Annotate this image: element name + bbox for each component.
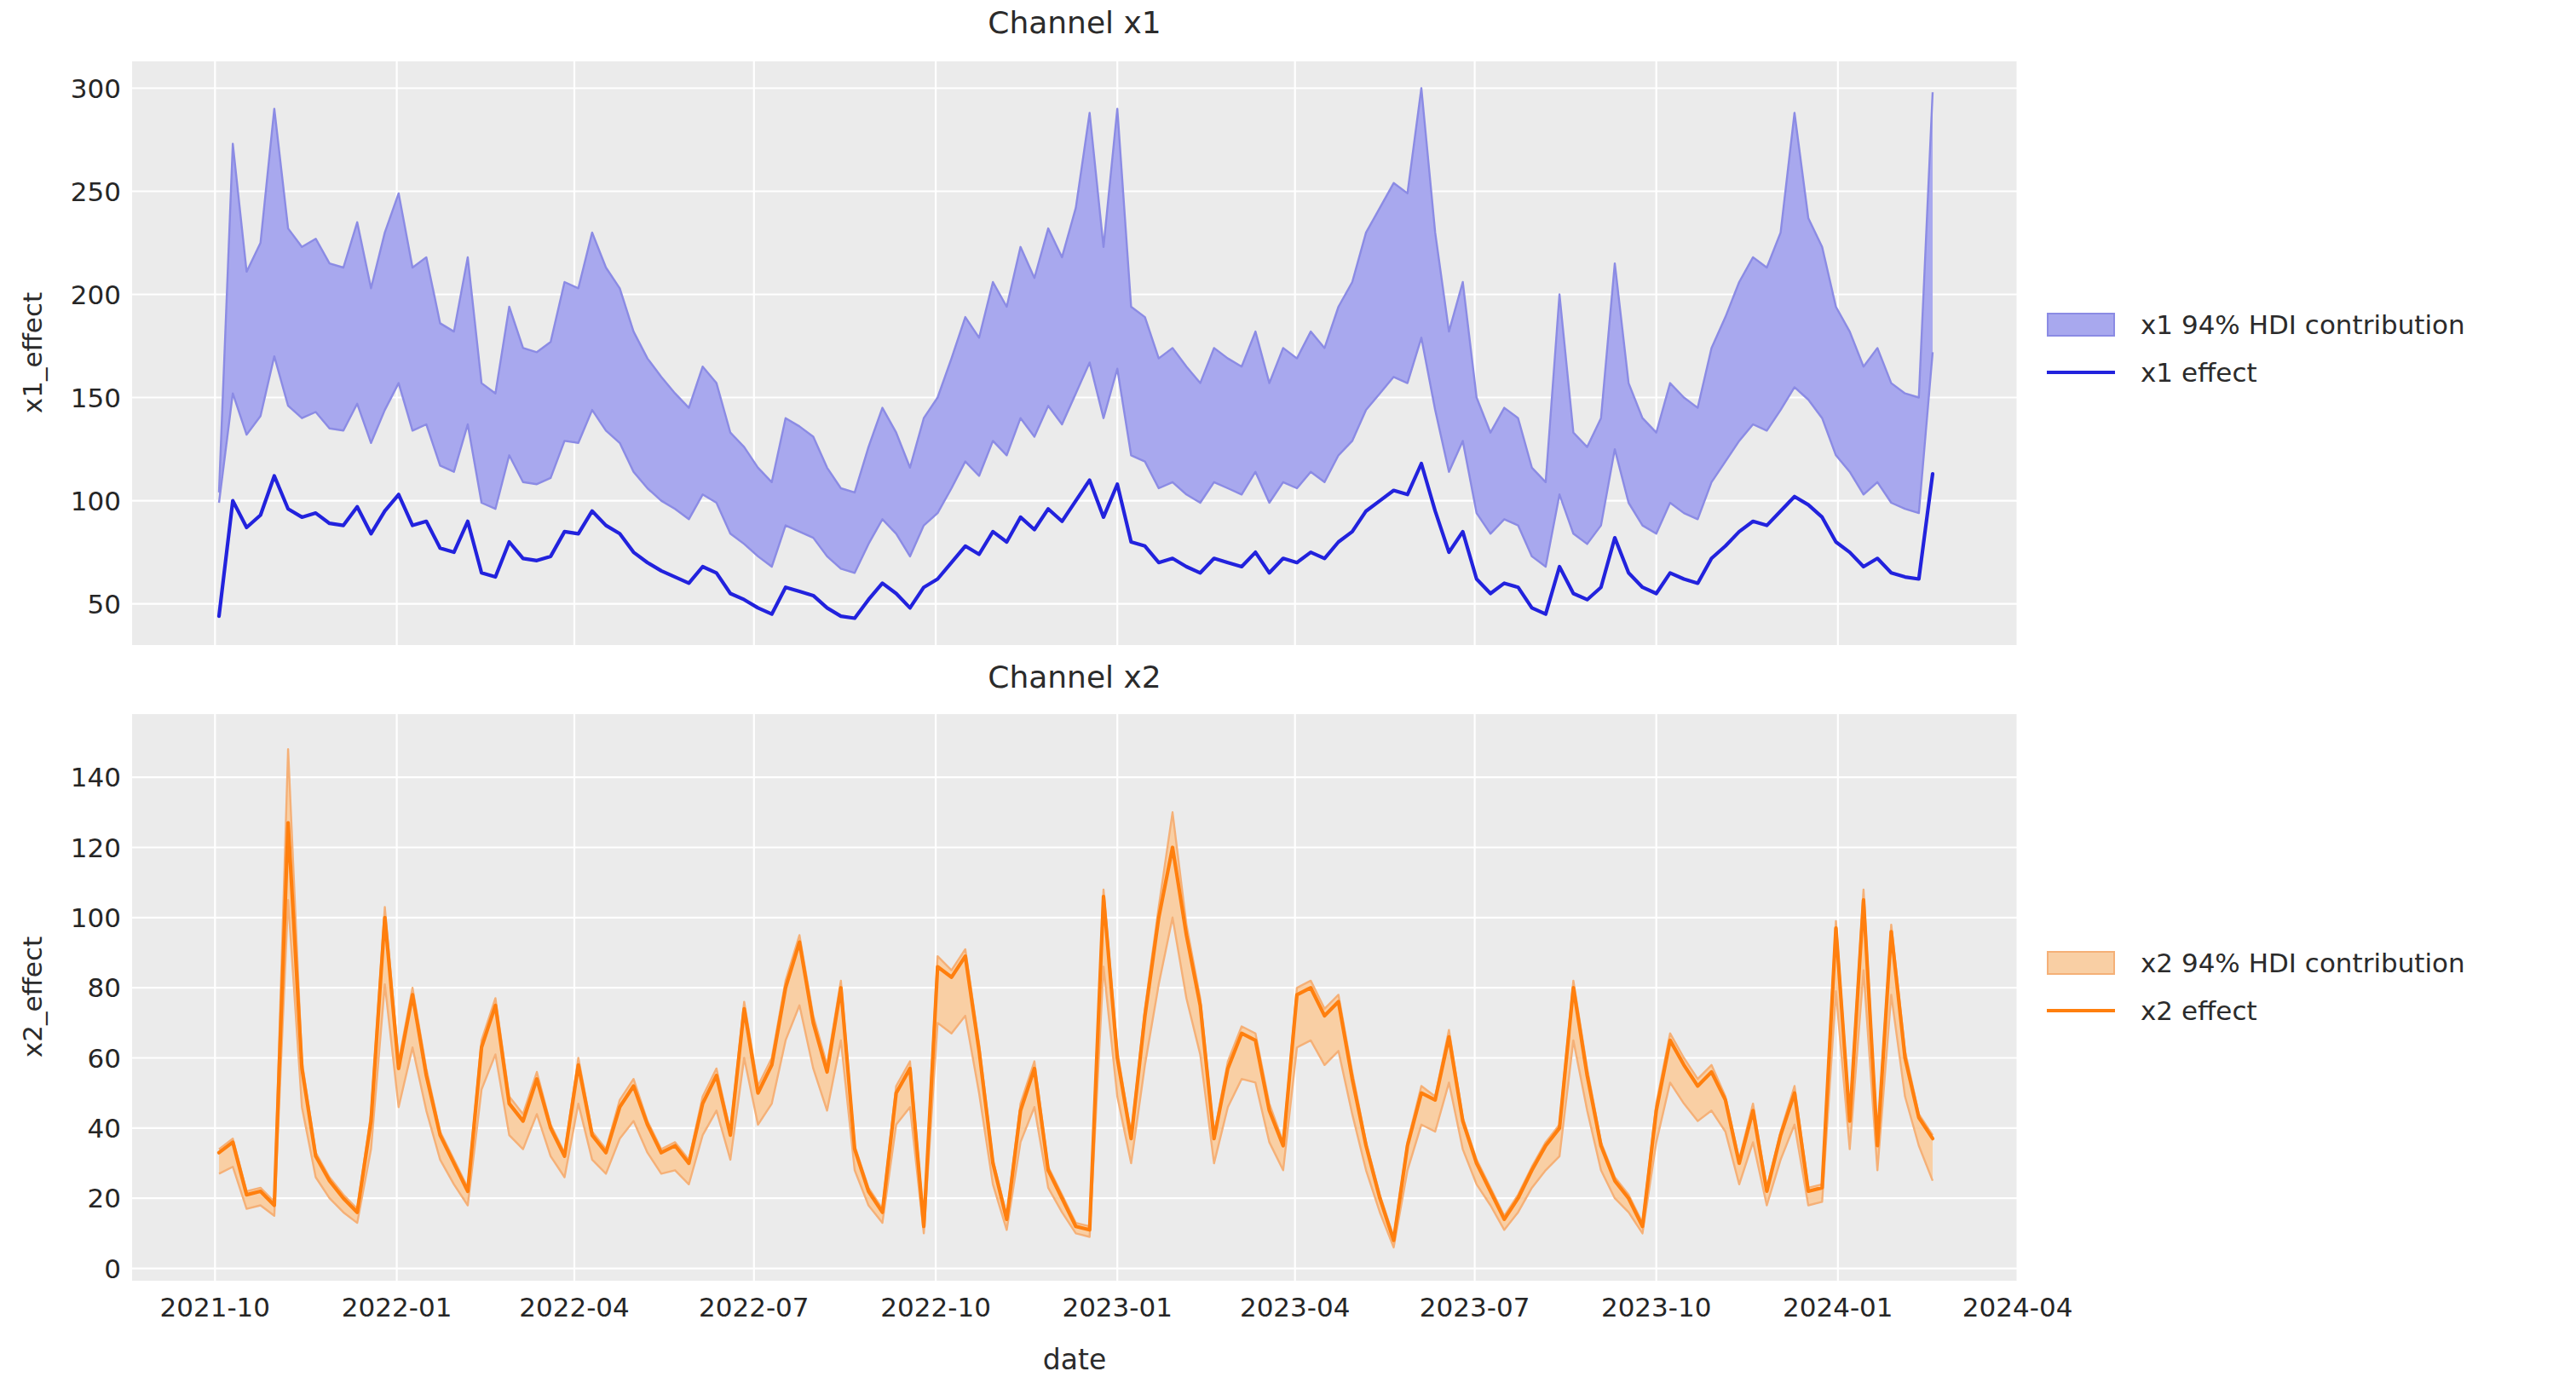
y-tick-label: 300 bbox=[10, 72, 121, 106]
y-tick-label: 100 bbox=[10, 901, 121, 935]
x-tick-label: 2021-10 bbox=[130, 1292, 300, 1322]
legend-label: x2 94% HDI contribution bbox=[2141, 948, 2465, 978]
y-tick-label: 80 bbox=[10, 971, 121, 1005]
y-tick-label: 20 bbox=[10, 1181, 121, 1215]
x-tick-label: 2023-07 bbox=[1390, 1292, 1560, 1322]
y-tick-label: 0 bbox=[10, 1252, 121, 1286]
legend-item-band: x2 94% HDI contribution bbox=[2047, 948, 2465, 978]
x-tick-label: 2023-10 bbox=[1571, 1292, 1742, 1322]
legend-label: x1 94% HDI contribution bbox=[2141, 309, 2465, 340]
x-tick-label: 2024-01 bbox=[1753, 1292, 1923, 1322]
legend-item-line: x1 effect bbox=[2047, 357, 2465, 388]
y-tick-label: 40 bbox=[10, 1111, 121, 1145]
panel2-legend: x2 94% HDI contribution x2 effect bbox=[2047, 948, 2465, 1026]
y-tick-label: 50 bbox=[10, 587, 121, 621]
y-tick-label: 250 bbox=[10, 175, 121, 209]
y-tick-label: 60 bbox=[10, 1041, 121, 1075]
panel1-title: Channel x1 bbox=[734, 5, 1415, 40]
y-tick-label: 140 bbox=[10, 760, 121, 794]
effect-line-swatch bbox=[2047, 1009, 2115, 1012]
x-tick-label: 2023-01 bbox=[1032, 1292, 1202, 1322]
legend-label: x2 effect bbox=[2141, 995, 2257, 1026]
hdi-band-swatch bbox=[2047, 951, 2115, 975]
y-tick-label: 100 bbox=[10, 484, 121, 518]
panel1-ylabel: x1_effect bbox=[15, 182, 49, 523]
x-tick-label: 2022-07 bbox=[669, 1292, 839, 1322]
x-axis-label: date bbox=[947, 1343, 1202, 1376]
legend-item-line: x2 effect bbox=[2047, 995, 2465, 1026]
x-tick-label: 2022-10 bbox=[850, 1292, 1021, 1322]
y-tick-label: 200 bbox=[10, 278, 121, 312]
panel1-legend: x1 94% HDI contribution x1 effect bbox=[2047, 309, 2465, 388]
x-tick-label: 2024-04 bbox=[1933, 1292, 2103, 1322]
panel2-title: Channel x2 bbox=[734, 660, 1415, 694]
hdi-band-swatch bbox=[2047, 313, 2115, 337]
legend-item-band: x1 94% HDI contribution bbox=[2047, 309, 2465, 340]
x-tick-label: 2023-04 bbox=[1210, 1292, 1380, 1322]
x-tick-label: 2022-04 bbox=[489, 1292, 660, 1322]
legend-label: x1 effect bbox=[2141, 357, 2257, 388]
effect-line-swatch bbox=[2047, 371, 2115, 374]
x-tick-label: 2022-01 bbox=[312, 1292, 482, 1322]
y-tick-label: 150 bbox=[10, 381, 121, 415]
y-tick-label: 120 bbox=[10, 831, 121, 865]
